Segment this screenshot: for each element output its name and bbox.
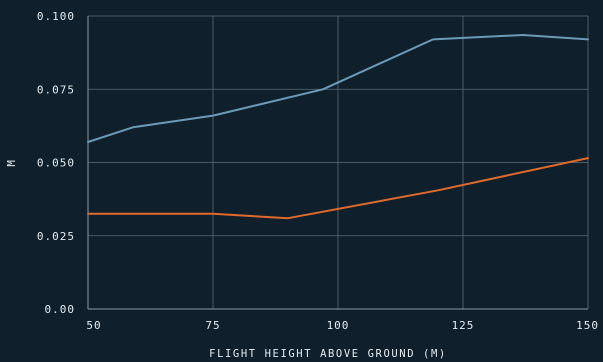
x-tick-label: 125 [452, 319, 475, 332]
x-tick-label: 75 [205, 319, 220, 332]
series-line-1 [87, 34, 589, 143]
y-tick-label: 0.025 [37, 230, 75, 243]
x-tick-label: 50 [86, 319, 101, 332]
series-line-2 [87, 157, 589, 220]
x-tick-label: 100 [327, 319, 350, 332]
axes [87, 16, 588, 310]
y-tick-label: 0.050 [37, 157, 75, 170]
y-tick-label: 0.00 [45, 303, 76, 316]
y-tick-label: 0.075 [37, 83, 75, 96]
y-axis-title: M [6, 159, 18, 167]
grid [88, 15, 589, 309]
series-group [87, 34, 589, 220]
x-tick-label: 150 [576, 319, 599, 332]
y-tick-label: 0.100 [37, 10, 75, 23]
tick-labels: 0.00 0.025 0.050 0.075 0.100 50 75 100 125 150 [37, 10, 599, 332]
x-axis-title: FLIGHT HEIGHT ABOVE GROUND (M) [209, 348, 447, 360]
